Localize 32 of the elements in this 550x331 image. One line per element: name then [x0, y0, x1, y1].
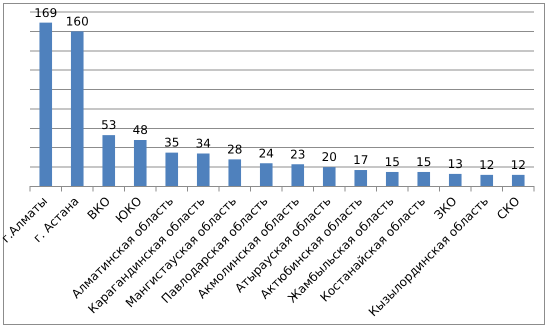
data-label: 15: [416, 155, 432, 170]
data-label: 12: [479, 158, 494, 172]
bar: [386, 172, 399, 186]
data-label: 15: [384, 155, 400, 170]
bar: [512, 174, 525, 186]
data-label: 20: [322, 150, 337, 164]
bar: [322, 167, 336, 186]
bar: [354, 170, 368, 186]
data-label: 34: [196, 136, 211, 151]
bar: [291, 164, 304, 186]
bar: [39, 22, 52, 186]
bar: [134, 140, 147, 186]
data-label: 28: [227, 142, 242, 156]
bar: [480, 174, 494, 186]
data-label: 48: [132, 123, 148, 138]
data-label: 35: [164, 136, 180, 150]
data-label: 169: [34, 6, 58, 20]
data-label: 13: [448, 157, 463, 172]
bar: [70, 31, 84, 186]
bar: [165, 152, 178, 186]
bar: [448, 174, 462, 186]
data-label: 12: [510, 158, 526, 172]
data-label: 160: [66, 14, 89, 29]
data-label: 23: [290, 147, 306, 162]
bar: [417, 172, 430, 186]
bar: [196, 154, 210, 186]
bar: [260, 163, 273, 186]
bar: [228, 159, 242, 186]
data-label: 17: [353, 153, 368, 168]
data-label: 53: [101, 118, 116, 132]
bar: [102, 135, 116, 186]
data-label: 24: [258, 146, 274, 160]
